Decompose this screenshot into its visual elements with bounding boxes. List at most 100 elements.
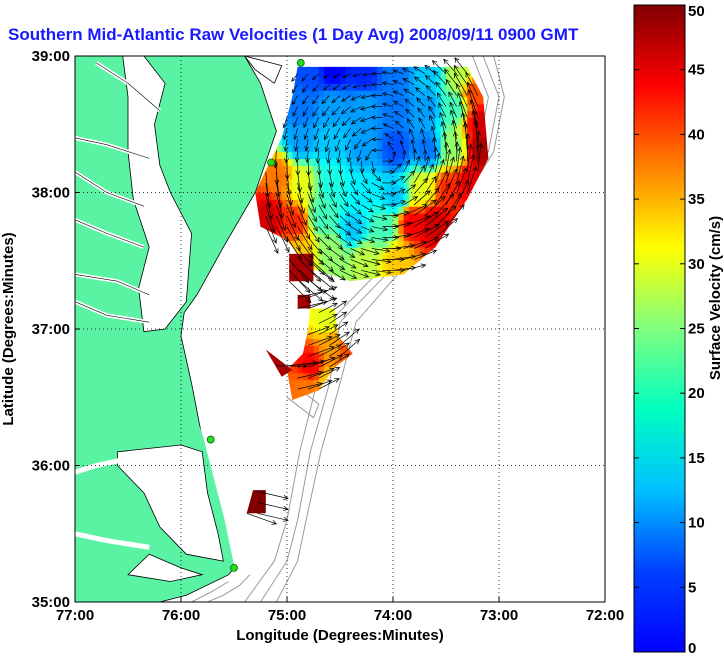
velocity-arrow [350,259,369,267]
velocity-cell [483,137,489,146]
velocity-cell [430,199,436,207]
velocity-cell [403,66,410,71]
velocity-cell [350,165,357,173]
velocity-arrow [341,106,351,114]
velocity-arrow [393,80,404,86]
velocity-cell [440,137,447,146]
velocity-cell [350,124,357,132]
velocity-cell [424,158,431,166]
velocity-cell [329,117,336,125]
velocity-arrow-head [327,169,333,176]
velocity-arrow-head [301,77,306,82]
velocity-cell [318,267,325,275]
velocity-arrow-head [466,81,472,88]
velocity-arrow [286,226,301,251]
velocity-arrow [403,204,427,217]
velocity-cell [318,165,325,173]
velocity-cell [292,192,299,200]
velocity-cell [345,83,352,91]
velocity-cell [408,206,415,214]
velocity-cell [324,165,330,173]
velocity-cell [302,178,309,187]
velocity-cell [271,185,277,194]
velocity-cell [302,213,309,221]
velocity-cell [329,144,336,153]
velocity-arrow [382,113,394,118]
velocity-cell [318,124,325,132]
velocity-arrow-head [344,353,350,359]
velocity-cell [299,260,306,269]
velocity-arrow [435,152,440,173]
velocity-cell [366,233,373,241]
velocity-cell [260,199,267,207]
velocity-cell [446,192,452,200]
velocity-cell [414,192,421,200]
velocity-cell [350,219,357,228]
velocity-arrow [425,75,436,85]
velocity-cell [403,213,410,221]
velocity-arrow-head [431,249,438,255]
velocity-cell [345,131,352,139]
velocity-cell [446,137,452,146]
velocity-arrow-head [334,367,341,372]
velocity-cell [318,311,325,319]
velocity-cell [318,83,325,91]
velocity-cell [377,76,383,84]
velocity-arrow-head [443,220,450,226]
velocity-cell [435,213,442,221]
velocity-arrow-head [340,275,346,281]
velocity-arrow [456,83,468,107]
velocity-arrow [318,161,320,175]
velocity-arrow [360,171,368,184]
velocity-arrow-head [404,98,410,104]
chesapeake-bay [122,56,193,333]
velocity-arrow-head [324,325,331,331]
velocity-cell [424,110,431,118]
velocity-arrow-head [345,145,350,151]
velocity-cell [308,308,315,312]
velocity-cell [252,506,258,514]
velocity-arrow [284,139,288,152]
velocity-arrow-head [412,148,418,154]
velocity-cell [446,69,452,78]
velocity-arrow-head [449,193,455,199]
velocity-cell [424,178,431,187]
velocity-arrow-head [266,202,272,209]
velocity-arrow [318,334,341,346]
velocity-arrow [351,117,362,125]
velocity-cell [377,83,383,91]
velocity-cell [403,117,410,125]
velocity-arrow-head [443,58,449,65]
velocity-cell [398,192,405,200]
velocity-cell [350,206,357,214]
velocity-arrow-head [319,192,325,199]
velocity-cell [276,206,283,214]
velocity-cell [393,240,399,248]
velocity-cell [281,363,288,371]
velocity-cell [461,90,468,98]
velocity-cell [340,76,346,84]
velocity-cell [414,253,421,262]
velocity-arrow [392,163,402,173]
velocity-arrow-head [405,108,411,114]
velocity-arrow [325,139,330,152]
velocity-cell [287,233,293,241]
velocity-cell [297,151,304,159]
velocity-arrow-head [353,189,359,196]
velocity-arrow-head [370,115,376,120]
velocity-arrow-head [418,117,424,123]
velocity-arrow [371,259,392,263]
velocity-cell [393,185,399,194]
velocity-cell [451,178,458,187]
velocity-arrow-head [462,167,468,174]
velocity-arrow-head [342,191,347,198]
velocity-arrow-head [402,67,408,73]
velocity-cell [313,247,320,255]
velocity-arrow-head [470,154,475,160]
velocity-cell [355,131,362,139]
velocity-cell [382,66,389,71]
velocity-arrow [350,269,369,278]
velocity-cell [329,219,336,228]
velocity-cell [435,165,442,173]
velocity-arrow-head [392,150,397,156]
